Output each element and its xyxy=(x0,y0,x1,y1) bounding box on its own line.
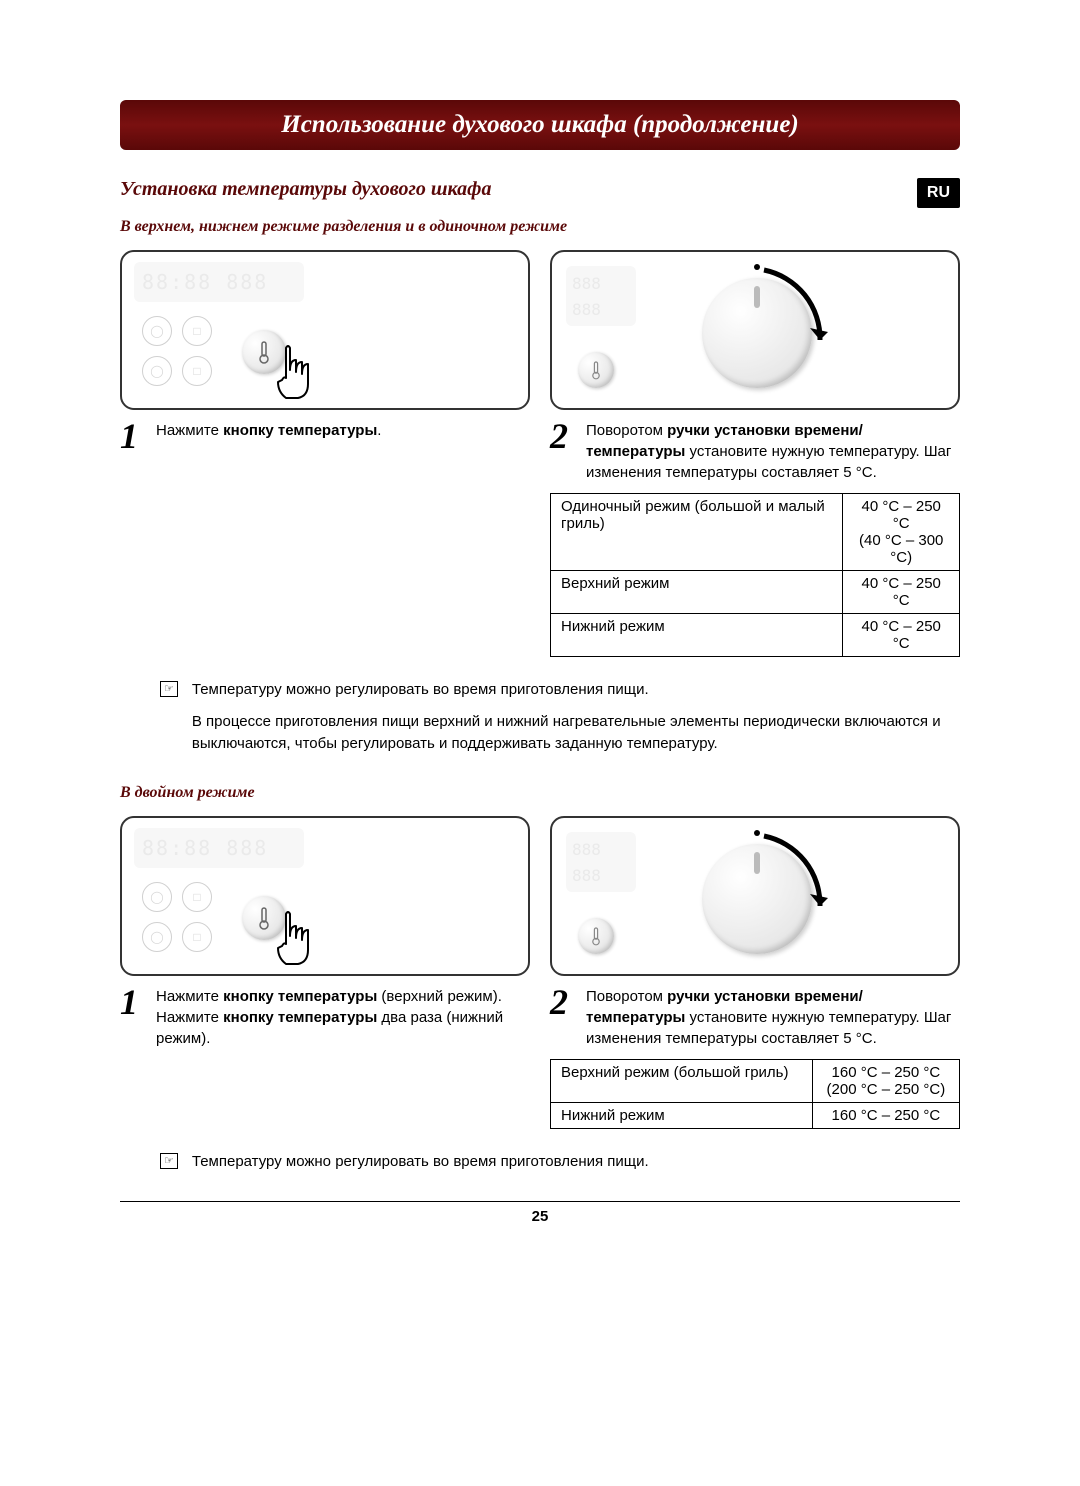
mode1-step2-illustration: 888 888 xyxy=(550,250,960,410)
step2-text: Поворотом ручки установки времени/темпер… xyxy=(586,986,960,1049)
mode1-step1: 88:88 888 ◯ □ ◯ □ 1 Нажмите кнопку темпе… xyxy=(120,250,530,657)
section-row: Установка температуры духового шкафа RU xyxy=(120,178,960,208)
range-cell: 40 °C – 250 °C(40 °C – 300 °C) xyxy=(843,494,960,571)
text-fragment: (верхний режим). xyxy=(377,988,502,1005)
button-placeholder-icon: □ xyxy=(182,922,212,952)
page-header: Использование духового шкафа (продолжени… xyxy=(120,100,960,150)
mode2-label: В двойном режиме xyxy=(120,784,960,802)
mini-display-icon: 888 888 xyxy=(566,832,636,892)
table-row: Верхний режим (большой гриль)160 °C – 25… xyxy=(551,1060,960,1103)
note-text: В процессе приготовления пищи верхний и … xyxy=(192,711,960,755)
thermometer-icon xyxy=(254,340,274,364)
mode1-range-table: Одиночный режим (большой и малый гриль)4… xyxy=(550,493,960,657)
table-row: Нижний режим160 °C – 250 °C xyxy=(551,1103,960,1129)
section-title: Установка температуры духового шкафа xyxy=(120,178,491,201)
display-digits: 888 xyxy=(572,300,630,319)
button-placeholder-icon: □ xyxy=(182,356,212,386)
rotation-arrow-icon xyxy=(692,262,852,410)
mode2-step1: 88:88 888 ◯ □ ◯ □ 1 Нажмите кнопку темпе… xyxy=(120,816,530,1129)
mode-cell: Верхний режим (большой гриль) xyxy=(551,1060,813,1103)
button-placeholder-icon: ◯ xyxy=(142,882,172,912)
text-fragment: Поворотом xyxy=(586,422,667,439)
button-placeholder-icon: □ xyxy=(182,882,212,912)
step1-text: Нажмите кнопку температуры. xyxy=(156,420,381,441)
language-badge: RU xyxy=(917,178,960,208)
step-number: 1 xyxy=(120,420,146,452)
text-bold: кнопку температуры xyxy=(223,1009,377,1026)
text-bold: кнопку температуры xyxy=(223,422,377,439)
display-panel-icon: 88:88 888 xyxy=(134,828,304,868)
step2-text: Поворотом ручки установки времени/темпер… xyxy=(586,420,960,483)
step1-text: Нажмите кнопку температуры (верхний режи… xyxy=(156,986,530,1049)
mode-cell: Верхний режим xyxy=(551,571,843,614)
range-cell: 160 °C – 250 °C xyxy=(812,1103,959,1129)
table-row: Верхний режим40 °C – 250 °C xyxy=(551,571,960,614)
note-icon: ☞ xyxy=(160,681,178,697)
range-cell: 40 °C – 250 °C xyxy=(843,614,960,657)
step-number: 2 xyxy=(550,420,576,452)
text-bold: кнопку температуры xyxy=(223,988,377,1005)
page-title: Использование духового шкафа (продолжени… xyxy=(281,111,798,139)
note-icon: ☞ xyxy=(160,1153,178,1169)
step-number: 2 xyxy=(550,986,576,1018)
note-text-block: Температуру можно регулировать во время … xyxy=(192,679,960,754)
text-fragment: Поворотом xyxy=(586,988,667,1005)
display-panel-icon: 88:88 888 xyxy=(134,262,304,302)
display-digits: 888 xyxy=(226,270,268,294)
table-row: Одиночный режим (большой и малый гриль)4… xyxy=(551,494,960,571)
display-digits: 888 xyxy=(572,840,630,859)
mode1-note: ☞ Температуру можно регулировать во врем… xyxy=(160,679,960,754)
button-placeholder-icon: □ xyxy=(182,316,212,346)
note-text: Температуру можно регулировать во время … xyxy=(192,1151,649,1173)
range-cell: 160 °C – 250 °C(200 °C – 250 °C) xyxy=(812,1060,959,1103)
temperature-button-icon xyxy=(578,352,614,388)
mode2-note: ☞ Температуру можно регулировать во врем… xyxy=(160,1151,960,1173)
text-fragment: Нажмите xyxy=(156,988,223,1005)
step-number: 1 xyxy=(120,986,146,1018)
mode2-steps: 88:88 888 ◯ □ ◯ □ 1 Нажмите кнопку темпе… xyxy=(120,816,960,1129)
text-fragment: Нажмите xyxy=(156,1009,223,1026)
mode1-label: В верхнем, нижнем режиме разделения и в … xyxy=(120,218,960,236)
display-digits: 88:88 xyxy=(142,270,212,294)
button-placeholder-icon: ◯ xyxy=(142,316,172,346)
mode-cell: Одиночный режим (большой и малый гриль) xyxy=(551,494,843,571)
display-digits: 88:88 xyxy=(142,836,212,860)
button-placeholder-icon: ◯ xyxy=(142,922,172,952)
mode1-step1-illustration: 88:88 888 ◯ □ ◯ □ xyxy=(120,250,530,410)
mode1-step2: 888 888 2 Поворотом ручки установки врем… xyxy=(550,250,960,657)
hand-pointer-icon xyxy=(272,906,342,976)
text-fragment: Нажмите xyxy=(156,422,223,439)
mode-cell: Нижний режим xyxy=(551,1103,813,1129)
display-digits: 888 xyxy=(226,836,268,860)
mode1-steps: 88:88 888 ◯ □ ◯ □ 1 Нажмите кнопку темпе… xyxy=(120,250,960,657)
mode-cell: Нижний режим xyxy=(551,614,843,657)
mini-display-icon: 888 888 xyxy=(566,266,636,326)
range-cell: 40 °C – 250 °C xyxy=(843,571,960,614)
mode2-step2: 888 888 2 Поворотом ручки установки врем… xyxy=(550,816,960,1129)
table-row: Нижний режим40 °C – 250 °C xyxy=(551,614,960,657)
rotation-arrow-icon xyxy=(692,828,852,976)
text-fragment: . xyxy=(377,422,381,439)
temperature-button-icon xyxy=(578,918,614,954)
mode2-range-table: Верхний режим (большой гриль)160 °C – 25… xyxy=(550,1059,960,1129)
mode2-step1-illustration: 88:88 888 ◯ □ ◯ □ xyxy=(120,816,530,976)
page-divider xyxy=(120,1201,960,1202)
button-placeholder-icon: ◯ xyxy=(142,356,172,386)
hand-pointer-icon xyxy=(272,340,342,410)
display-digits: 888 xyxy=(572,866,630,885)
page-number: 25 xyxy=(120,1208,960,1225)
display-digits: 888 xyxy=(572,274,630,293)
mode2-step2-illustration: 888 888 xyxy=(550,816,960,976)
note-text: Температуру можно регулировать во время … xyxy=(192,679,960,701)
